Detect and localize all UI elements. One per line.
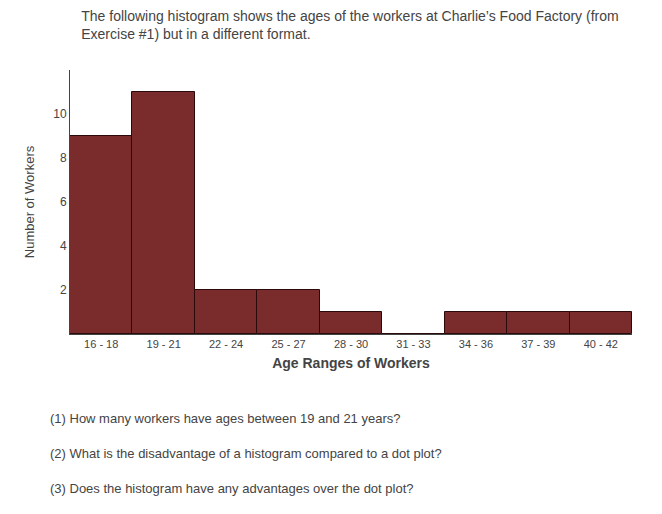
svg-text:22 - 24: 22 - 24 bbox=[209, 338, 243, 350]
svg-text:28 - 30: 28 - 30 bbox=[334, 338, 368, 350]
svg-text:40 - 42: 40 - 42 bbox=[584, 338, 618, 350]
svg-text:19 - 21: 19 - 21 bbox=[147, 338, 181, 350]
svg-text:10: 10 bbox=[53, 107, 67, 121]
svg-text:25 - 27: 25 - 27 bbox=[271, 338, 305, 350]
svg-text:6: 6 bbox=[60, 195, 67, 209]
svg-text:The following histogram shows: The following histogram shows the ages o… bbox=[81, 8, 618, 42]
svg-text:8: 8 bbox=[60, 151, 67, 165]
svg-text:Number of Workers: Number of Workers bbox=[22, 145, 37, 258]
svg-text:37 - 39: 37 - 39 bbox=[521, 338, 555, 350]
svg-text:16 - 18: 16 - 18 bbox=[84, 338, 118, 350]
svg-text:34 - 36: 34 - 36 bbox=[459, 338, 493, 350]
svg-text:(1) How many workers have ages: (1) How many workers have ages between 1… bbox=[50, 411, 400, 426]
svg-text:31 - 33: 31 - 33 bbox=[396, 338, 430, 350]
svg-text:4: 4 bbox=[60, 239, 67, 253]
svg-text:(3) Does the histogram have an: (3) Does the histogram have any advantag… bbox=[50, 481, 414, 496]
svg-text:2: 2 bbox=[60, 283, 67, 297]
svg-text:Age Ranges of Workers: Age Ranges of Workers bbox=[272, 355, 430, 371]
svg-text:(2) What is the disadvantage o: (2) What is the disadvantage of a histog… bbox=[50, 446, 442, 461]
